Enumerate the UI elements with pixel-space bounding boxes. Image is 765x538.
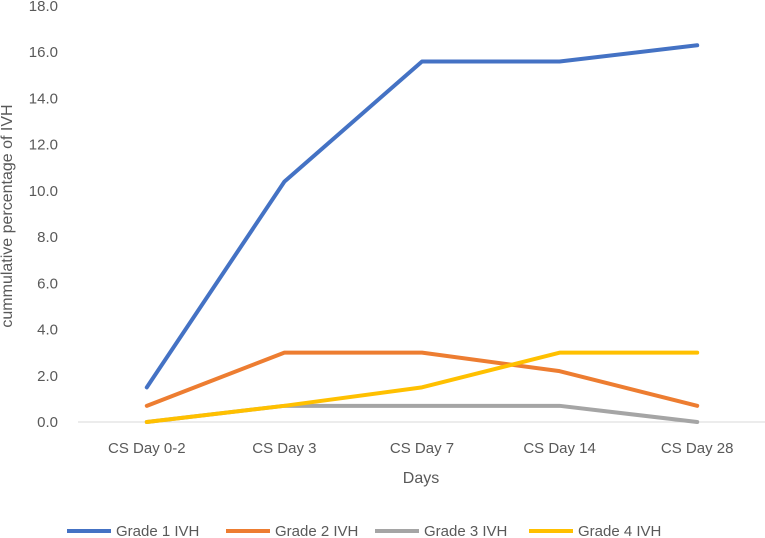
legend-item: Grade 1 IVH: [67, 523, 199, 538]
y-tick-label: 2.0: [37, 368, 58, 385]
y-tick-label: 4.0: [37, 322, 58, 339]
legend: Grade 1 IVH Grade 2 IVH Grade 3 IVH Grade 4…: [67, 523, 661, 538]
y-tick-label: 18.0: [29, 0, 58, 15]
legend-label: Grade 4 IVH: [578, 523, 661, 538]
y-axis-title: cummulative percentage of IVH: [0, 104, 16, 327]
x-axis-ticks: CS Day 0-2 CS Day 3 CS Day 7 CS Day 14 CS Da…: [108, 440, 733, 457]
y-tick-label: 6.0: [37, 275, 58, 292]
x-axis-title: Days: [403, 470, 439, 487]
y-axis-ticks: 0.0 2.0 4.0 6.0 8.0 10.0 12.0 14.0 16.0 18.0: [29, 0, 58, 431]
legend-item: Grade 4 IVH: [529, 523, 661, 538]
y-tick-label: 8.0: [37, 229, 58, 246]
x-tick-label: CS Day 28: [661, 440, 734, 457]
series-line-grade-2: [144, 350, 700, 408]
y-tick-label: 16.0: [29, 44, 58, 61]
legend-label: Grade 1 IVH: [116, 523, 199, 538]
legend-label: Grade 2 IVH: [275, 523, 358, 538]
series-lines: [144, 43, 700, 424]
x-tick-label: CS Day 3: [252, 440, 316, 457]
y-tick-label: 10.0: [29, 183, 58, 200]
series-line-grade-4: [144, 350, 700, 424]
y-tick-label: 14.0: [29, 90, 58, 107]
x-tick-label: CS Day 14: [523, 440, 596, 457]
y-tick-label: 0.0: [37, 414, 58, 431]
x-tick-label: CS Day 7: [390, 440, 454, 457]
series-line-grade-1: [144, 43, 700, 390]
legend-label: Grade 3 IVH: [424, 523, 507, 538]
legend-item: Grade 2 IVH: [226, 523, 358, 538]
legend-item: Grade 3 IVH: [375, 523, 507, 538]
y-tick-label: 12.0: [29, 137, 58, 154]
x-tick-label: CS Day 0-2: [108, 440, 186, 457]
